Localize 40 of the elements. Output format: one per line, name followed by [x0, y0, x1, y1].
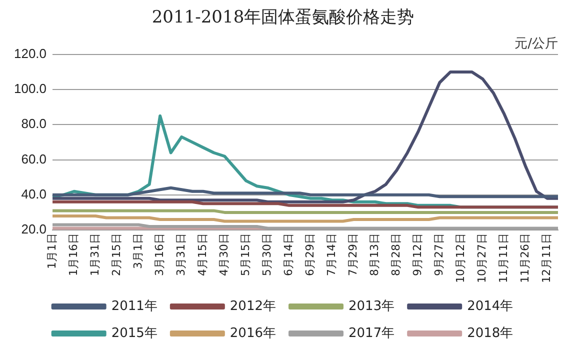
x-tick-label: 6月14日 [282, 233, 295, 276]
x-tick-label: 8月28日 [390, 233, 403, 276]
legend-label: 2015年 [111, 326, 158, 341]
legend-label: 2017年 [348, 326, 395, 341]
x-tick-label: 3月1日 [131, 233, 144, 270]
x-tick-label: 4月30日 [217, 233, 230, 276]
legend-label: 2011年 [111, 298, 158, 314]
x-tick-label: 3月16日 [152, 233, 166, 276]
y-tick-label: 100.0 [14, 81, 47, 96]
x-tick-label: 10月27日 [476, 233, 489, 284]
x-tick-label: 7月14日 [325, 233, 338, 276]
y-tick-label: 20.0 [21, 222, 47, 237]
y-tick-label: 60.0 [21, 151, 47, 166]
x-tick-label: 2月15日 [110, 233, 123, 276]
y-axis-title: 元/公斤 [514, 36, 558, 52]
x-tick-label: 7月29日 [346, 233, 360, 276]
legend-label: 2018年 [467, 326, 514, 341]
x-tick-label: 9月27日 [432, 233, 446, 276]
x-tick-label: 11月26日 [518, 233, 532, 284]
x-tick-label: 1月31日 [88, 233, 102, 276]
x-tick-label: 1月1日 [45, 233, 58, 270]
x-tick-label: 8月13日 [368, 233, 382, 276]
legend-label: 2014年 [467, 298, 514, 314]
x-tick-label: 1月16日 [66, 233, 80, 276]
y-tick-label: 40.0 [21, 186, 47, 202]
legend-label: 2016年 [230, 326, 276, 341]
x-tick-label: 3月31日 [174, 233, 188, 276]
x-tick-label: 12月11日 [540, 233, 554, 284]
x-tick-label: 10月12日 [454, 233, 468, 284]
x-tick-label: 11月11日 [497, 233, 510, 284]
x-tick-label: 9月12日 [411, 233, 424, 276]
chart-title: 2011-2018年固体蛋氨酸价格走势 [152, 8, 414, 28]
y-tick-label: 80.0 [21, 116, 47, 132]
x-tick-label: 6月29日 [304, 233, 317, 276]
y-tick-label: 120.0 [14, 46, 47, 61]
x-tick-label: 5月15日 [238, 233, 252, 276]
legend-label: 2013年 [348, 298, 395, 314]
legend-label: 2012年 [230, 298, 276, 314]
x-tick-label: 4月15日 [196, 233, 209, 276]
x-tick-label: 5月30日 [260, 233, 274, 276]
